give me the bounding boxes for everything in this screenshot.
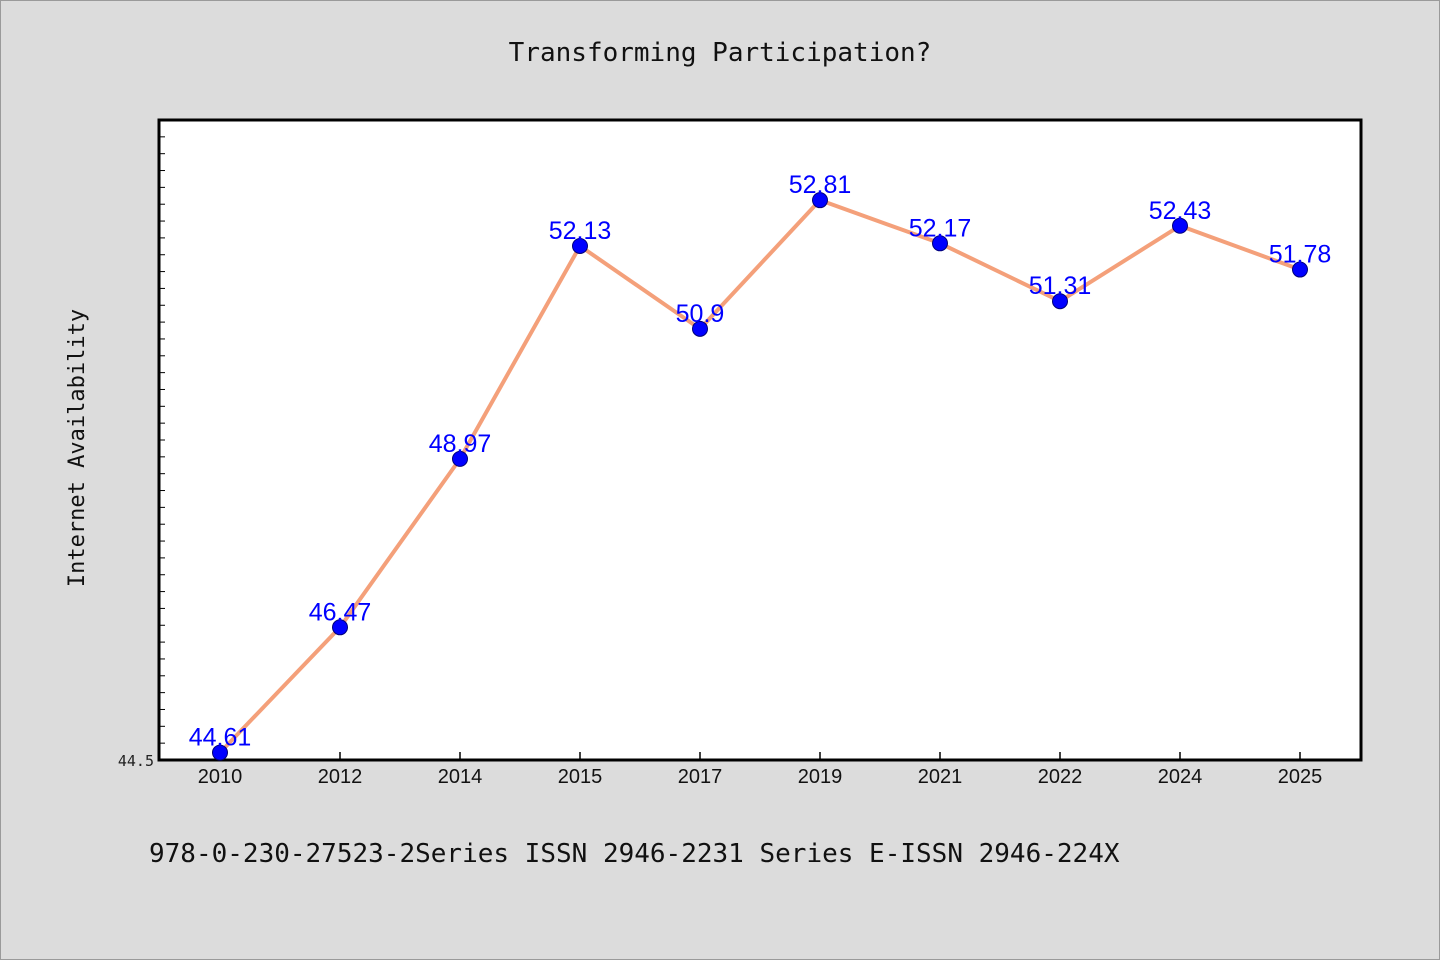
data-point [212, 744, 228, 761]
data-labels: 44.61 46.47 48.97 52.13 50.9 52.81 52.17 51.31 5… [189, 171, 1332, 751]
x-tick-label: 2012 [318, 766, 363, 788]
data-point [452, 450, 468, 467]
series-line [218, 198, 1302, 755]
data-point [812, 192, 828, 209]
data-label: 51.31 [1029, 272, 1092, 300]
data-label: 52.43 [1149, 197, 1212, 225]
chart-title: Transforming Participation? [509, 38, 932, 68]
plot-area [157, 118, 1363, 762]
data-label: 50.9 [676, 300, 725, 328]
y-axis-label: Internet Availability [65, 309, 90, 587]
data-label: 48.97 [429, 430, 492, 458]
x-tick-label: 2017 [678, 766, 723, 788]
data-point [332, 619, 348, 636]
data-label: 44.61 [189, 724, 252, 752]
data-point [932, 235, 948, 252]
data-point [692, 320, 708, 337]
y-axis-ticks [159, 119, 165, 761]
data-label: 51.78 [1269, 241, 1332, 269]
data-label: 52.81 [789, 171, 852, 199]
footer-isbn: 978-0-230-27523-2Series ISSN 2946-2231 S… [149, 839, 1120, 869]
data-label: 52.17 [909, 214, 972, 242]
x-tick-label: 2014 [438, 766, 483, 788]
x-tick-label: 2015 [558, 766, 603, 788]
data-point [572, 237, 588, 254]
x-tick-label: 2021 [918, 766, 963, 788]
x-axis: 2010 2012 2014 2015 2017 2019 2021 2022 2024 2025 [198, 752, 1323, 788]
x-tick-label: 2025 [1278, 766, 1323, 788]
x-tick-label: 2024 [1158, 766, 1203, 788]
data-label: 52.13 [549, 217, 612, 245]
x-tick-label: 2010 [198, 766, 243, 788]
data-point [1292, 261, 1308, 278]
x-tick-label: 2019 [798, 766, 843, 788]
series-markers [212, 192, 1308, 761]
data-point [1172, 217, 1188, 234]
x-tick-label: 2022 [1038, 766, 1083, 788]
data-label: 46.47 [309, 598, 372, 626]
y-tick-label: 44.5 [118, 752, 154, 770]
data-point [1052, 293, 1068, 310]
